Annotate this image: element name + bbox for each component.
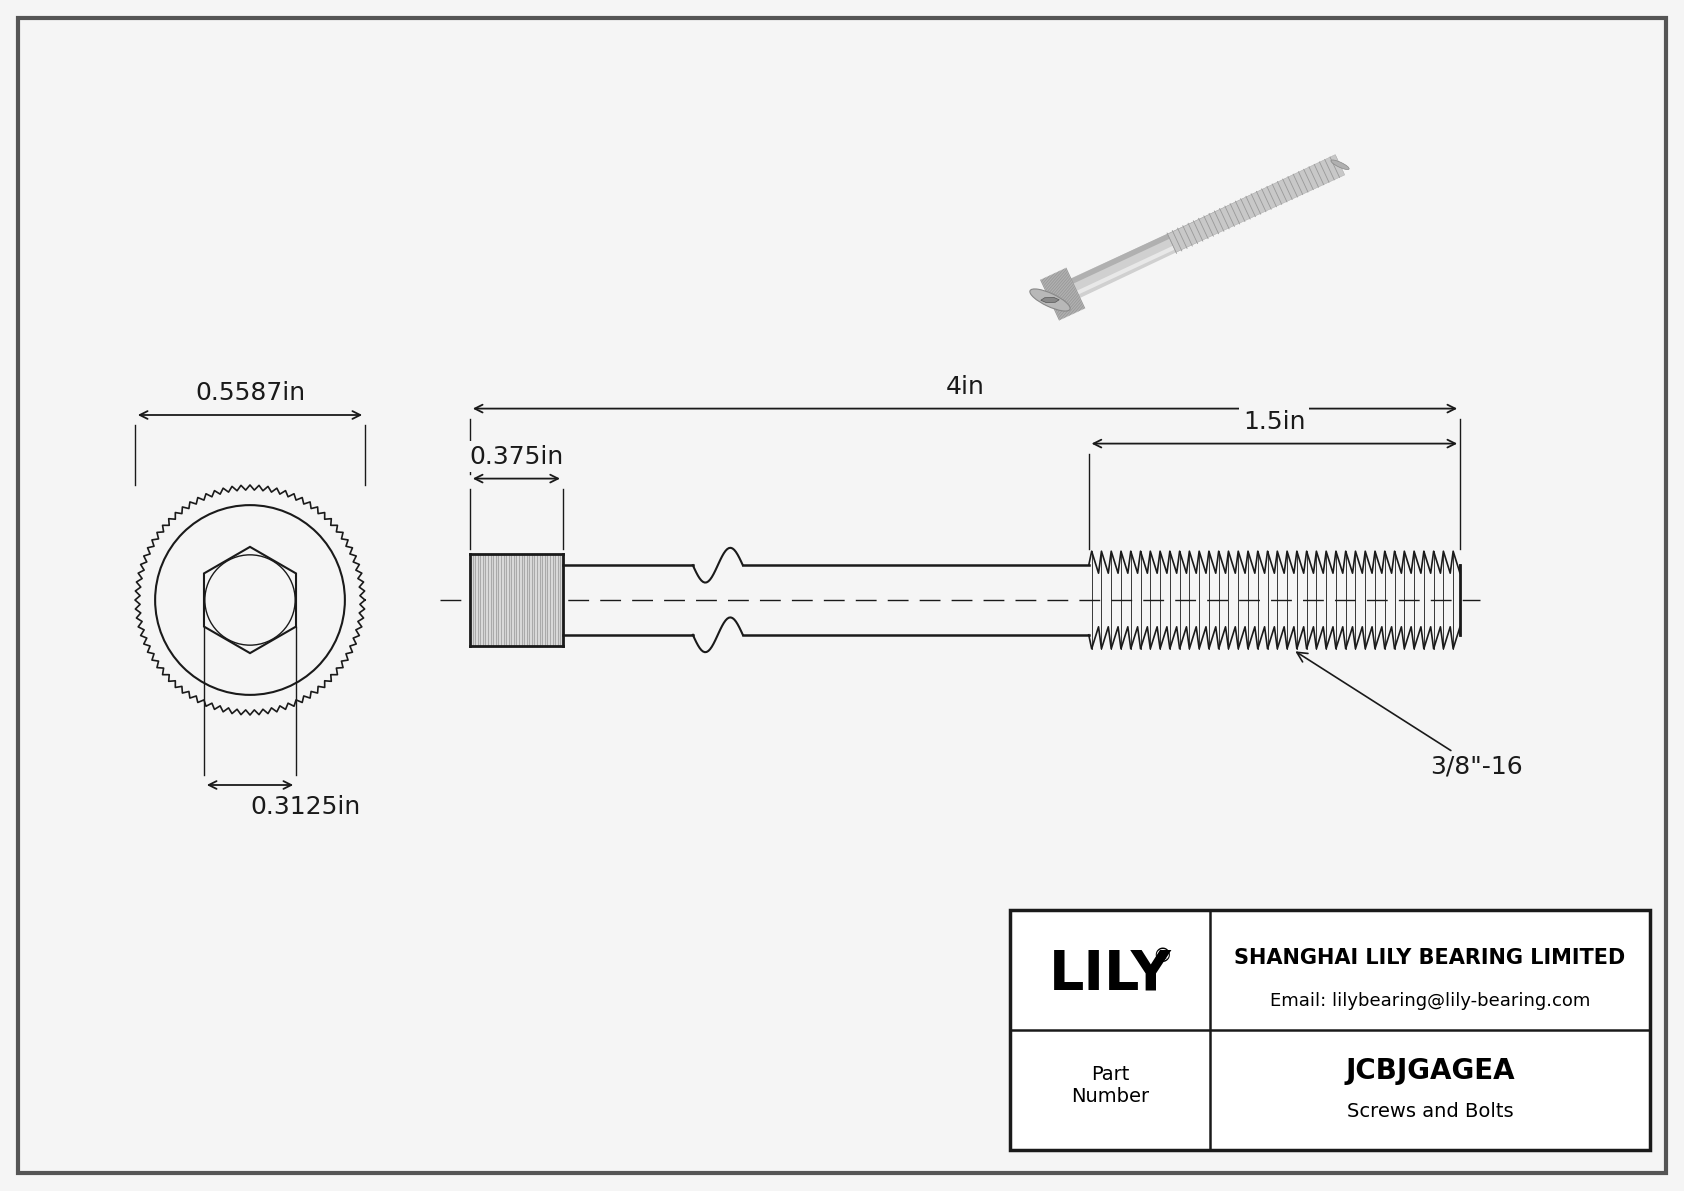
Polygon shape: [1041, 268, 1084, 320]
Polygon shape: [1051, 167, 1342, 306]
Polygon shape: [1167, 155, 1346, 252]
Text: ®: ®: [1152, 947, 1172, 966]
Text: SHANGHAI LILY BEARING LIMITED: SHANGHAI LILY BEARING LIMITED: [1234, 948, 1625, 968]
Text: 0.5587in: 0.5587in: [195, 381, 305, 405]
Text: 4in: 4in: [945, 375, 985, 399]
Ellipse shape: [1031, 289, 1069, 311]
Text: 3/8"-16: 3/8"-16: [1297, 653, 1522, 779]
Polygon shape: [1041, 298, 1059, 303]
Text: 0.375in: 0.375in: [470, 444, 564, 468]
Text: Screws and Bolts: Screws and Bolts: [1347, 1102, 1514, 1121]
Text: Part
Number: Part Number: [1071, 1065, 1148, 1105]
Polygon shape: [1046, 156, 1344, 310]
Text: JCBJGAGEA: JCBJGAGEA: [1346, 1056, 1516, 1085]
Ellipse shape: [1330, 160, 1349, 169]
Polygon shape: [1046, 155, 1337, 295]
Bar: [1010, 910, 1650, 1151]
Text: Email: lilybearing@lily-bearing.com: Email: lilybearing@lily-bearing.com: [1270, 992, 1590, 1010]
Text: LILY: LILY: [1049, 948, 1172, 1002]
Text: 0.3125in: 0.3125in: [249, 796, 360, 819]
Text: 1.5in: 1.5in: [1243, 410, 1305, 434]
Bar: [470, 554, 562, 647]
